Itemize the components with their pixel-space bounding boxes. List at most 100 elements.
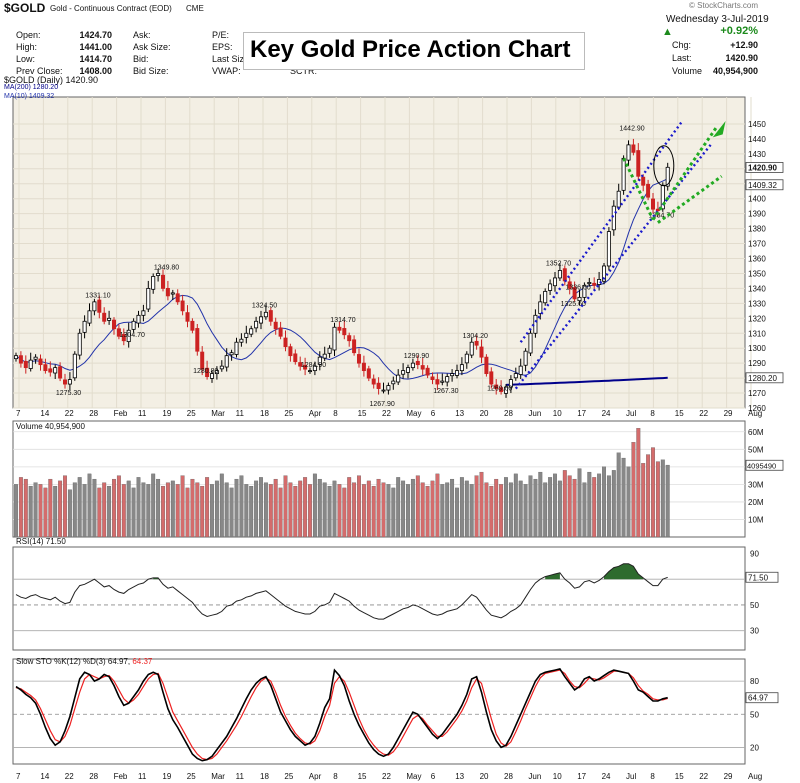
volume-bar	[455, 487, 459, 538]
volume-bar	[352, 482, 357, 538]
candle	[410, 362, 415, 369]
bid-size-label: Bid Size:	[133, 66, 169, 76]
candle	[464, 353, 469, 364]
volume-bar	[180, 475, 185, 538]
volume-bar	[347, 477, 352, 538]
volume-bar	[415, 475, 420, 538]
xtick-top: 13	[455, 409, 464, 418]
candle	[602, 265, 607, 282]
volume-bar	[469, 484, 474, 538]
last-label: Last:	[672, 53, 692, 63]
candle	[28, 359, 33, 369]
volume-label: Volume	[672, 66, 703, 76]
candle	[587, 282, 592, 285]
volume-bar	[136, 477, 141, 538]
price-annotation: 1336.60	[566, 284, 591, 291]
candle	[58, 366, 63, 379]
xtick-bottom: 25	[187, 772, 196, 781]
xtick-bottom: May	[406, 772, 421, 781]
volume-bar	[450, 478, 455, 538]
chg-label: Chg:	[672, 40, 692, 50]
price-tag-box	[745, 162, 784, 173]
volume-bar	[63, 475, 67, 538]
candle	[116, 328, 121, 337]
volume-bar	[43, 487, 48, 538]
sto-ytick: 50	[750, 710, 759, 719]
volume-bar	[97, 487, 102, 538]
candle	[121, 334, 126, 342]
volume-bar	[523, 484, 528, 538]
volume-bar	[254, 480, 259, 538]
watermark: © StockCharts.com	[689, 1, 759, 10]
volume-bar	[616, 452, 621, 538]
volume-bar	[440, 484, 445, 538]
xtick-top: 22	[65, 409, 74, 418]
volume-bar	[234, 478, 239, 538]
volume-bar	[459, 477, 464, 538]
volume-bar	[146, 484, 151, 538]
volume-bar	[14, 484, 18, 538]
candle	[219, 365, 224, 370]
candle	[273, 321, 278, 330]
volume-bar	[224, 482, 229, 538]
candle	[528, 332, 533, 354]
candle	[160, 274, 165, 289]
candle	[53, 367, 58, 374]
xtick-top: 29	[724, 409, 733, 418]
candle	[278, 327, 283, 337]
xtick-top: 28	[504, 409, 513, 418]
xtick-top: 7	[16, 409, 21, 418]
volume-bar	[582, 482, 587, 538]
volume-bar	[121, 484, 126, 538]
candle	[312, 365, 317, 372]
xtick-bottom: Mar	[211, 772, 225, 781]
candle	[170, 292, 175, 295]
price-ytick: 1380	[748, 225, 766, 234]
green-arrow-down	[622, 157, 655, 221]
candle	[185, 312, 190, 322]
xtick-top: 11	[138, 409, 147, 418]
candle	[151, 276, 156, 290]
xtick-top: 10	[553, 409, 562, 418]
volume-bar	[322, 482, 327, 538]
change-pct: +0.92%	[720, 25, 758, 37]
xtick-top: Jun	[528, 409, 541, 418]
volume-bar	[410, 478, 415, 538]
candle	[523, 350, 528, 366]
price-annotation: 1275.30	[56, 390, 81, 397]
volume-bar	[611, 470, 616, 538]
candle	[43, 364, 48, 372]
candle	[175, 293, 180, 303]
candle	[180, 300, 185, 312]
rsi-ytick: 50	[750, 601, 759, 610]
low-value: 1414.70	[79, 54, 112, 64]
price-annotation: 1269.00	[487, 386, 512, 393]
sto-ytick: 20	[750, 743, 759, 752]
volume-bar	[337, 484, 342, 538]
xtick-top: 18	[260, 409, 269, 418]
xtick-bottom: 28	[504, 772, 513, 781]
candle	[616, 190, 621, 208]
xtick-bottom: 6	[431, 772, 436, 781]
candle	[651, 198, 656, 210]
overlay-title-box: Key Gold Price Action Chart	[243, 32, 585, 70]
volume-bar	[508, 482, 513, 538]
volume-bar	[161, 485, 165, 538]
volume-bar	[116, 475, 121, 538]
xtick-bottom: 29	[724, 772, 733, 781]
candle	[337, 326, 342, 331]
candle	[454, 370, 459, 376]
volume-bar	[518, 480, 523, 538]
candle	[459, 364, 464, 372]
xtick-top: Mar	[211, 409, 225, 418]
candle	[606, 231, 611, 267]
candle	[366, 368, 371, 379]
volume-bar	[538, 471, 543, 538]
candle	[435, 379, 440, 385]
candle	[244, 332, 249, 338]
candle	[381, 389, 386, 392]
candle	[503, 386, 508, 394]
volume-bar	[165, 482, 170, 538]
volume-bar	[401, 480, 406, 538]
xtick-top: Apr	[309, 409, 322, 418]
